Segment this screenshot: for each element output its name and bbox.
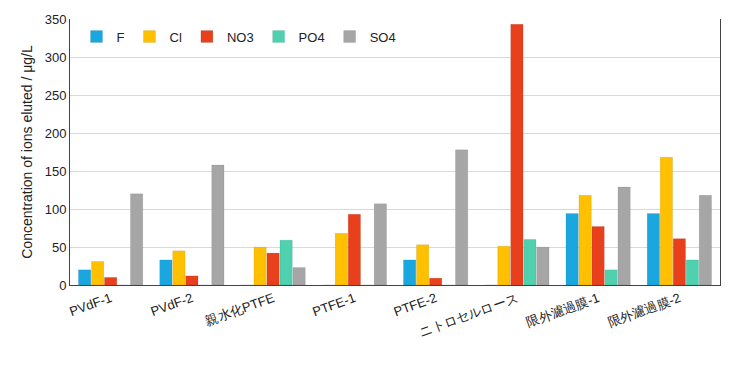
svg-text:Cl: Cl	[170, 30, 182, 45]
svg-text:250: 250	[45, 88, 67, 103]
svg-text:PTFE-2: PTFE-2	[392, 290, 439, 319]
svg-text:100: 100	[45, 202, 67, 217]
svg-text:NO3: NO3	[227, 30, 254, 45]
svg-text:150: 150	[45, 164, 67, 179]
svg-text:PVdF-2: PVdF-2	[149, 290, 196, 319]
svg-text:SO4: SO4	[370, 30, 396, 45]
svg-text:Concentration of ions eluted /: Concentration of ions eluted / μg/L	[19, 45, 35, 259]
svg-text:50: 50	[52, 240, 66, 255]
svg-text:PO4: PO4	[299, 30, 325, 45]
svg-text:200: 200	[45, 126, 67, 141]
svg-text:ニトロセルロース: ニトロセルロース	[417, 290, 520, 340]
svg-text:PTFE-1: PTFE-1	[310, 290, 357, 319]
svg-text:300: 300	[45, 50, 67, 65]
svg-text:限外濾過膜-2: 限外濾過膜-2	[606, 290, 683, 330]
svg-text:350: 350	[45, 12, 67, 27]
svg-text:F: F	[117, 30, 125, 45]
svg-text:PVdF-1: PVdF-1	[67, 290, 114, 319]
svg-text:限外濾過膜-1: 限外濾過膜-1	[524, 290, 601, 330]
svg-text:親水化PTFE: 親水化PTFE	[203, 290, 276, 329]
svg-text:0: 0	[59, 278, 66, 293]
